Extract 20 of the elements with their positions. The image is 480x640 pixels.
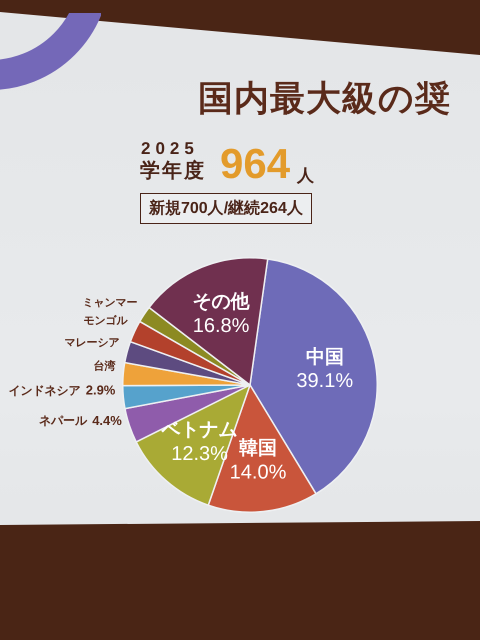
text: 2025	[141, 139, 199, 158]
slice-label: ネパール	[39, 414, 88, 428]
slice-label: 中国	[306, 346, 344, 368]
slice-label: ミャンマー	[82, 296, 138, 309]
text: 964	[220, 140, 290, 187]
slice-label: マレーシア	[64, 336, 120, 349]
slice-label: その他	[192, 292, 251, 313]
data-label: 4.4%	[92, 412, 122, 428]
slice-label: インドネシア	[8, 383, 81, 398]
data-label: 39.1%	[296, 370, 354, 392]
text: 新規700人/継続264人	[140, 193, 312, 224]
slice-label: モンゴル	[83, 314, 128, 328]
chart-title: 国内最大級の奨	[198, 79, 451, 118]
text: 学年度	[140, 160, 206, 182]
text: 人	[297, 166, 314, 185]
data-label: 2.9%	[86, 382, 116, 398]
data-label: 16.8%	[192, 314, 250, 337]
slice-label: 韓国	[239, 437, 278, 460]
data-label: 14.0%	[230, 461, 287, 484]
slice-label: 台湾	[93, 359, 116, 372]
